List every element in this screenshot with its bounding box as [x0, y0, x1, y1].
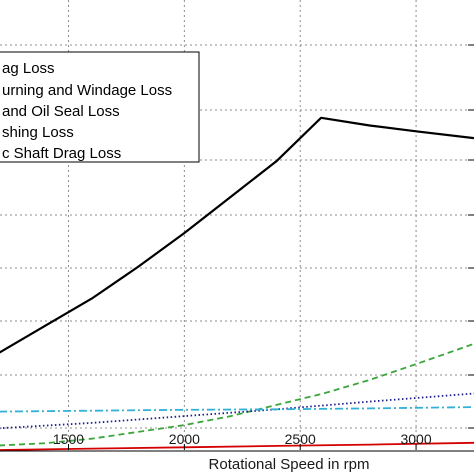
- x-tick-label: 3000: [400, 431, 431, 447]
- series-layer: [0, 116, 474, 451]
- legend-box: [0, 51, 200, 163]
- series-line-5: [0, 441, 474, 451]
- plot-frame: [0, 450, 474, 452]
- legend-label-1: ag Loss: [2, 60, 55, 77]
- series-line-4: [0, 406, 474, 413]
- tick-layer: 1500 2000 2500 3000: [53, 44, 474, 450]
- legend-label-5: c Shaft Drag Loss: [2, 145, 121, 162]
- series-line-2: [0, 342, 474, 447]
- x-tick-label: 2000: [169, 431, 200, 447]
- x-axis-title: Rotational Speed in rpm: [209, 456, 370, 473]
- grid-layer: [0, 0, 474, 450]
- legend-label-4: shing Loss: [2, 124, 74, 141]
- x-tick-label: 2500: [285, 431, 316, 447]
- legend-label-2: urning and Windage Loss: [2, 82, 172, 99]
- legend: ag Loss urning and Windage Loss and Oil …: [0, 51, 200, 163]
- series-line-3: [0, 392, 474, 430]
- x-tick-label: 1500: [53, 431, 84, 447]
- legend-label-3: and Oil Seal Loss: [2, 103, 120, 120]
- series-line-1: [0, 116, 474, 354]
